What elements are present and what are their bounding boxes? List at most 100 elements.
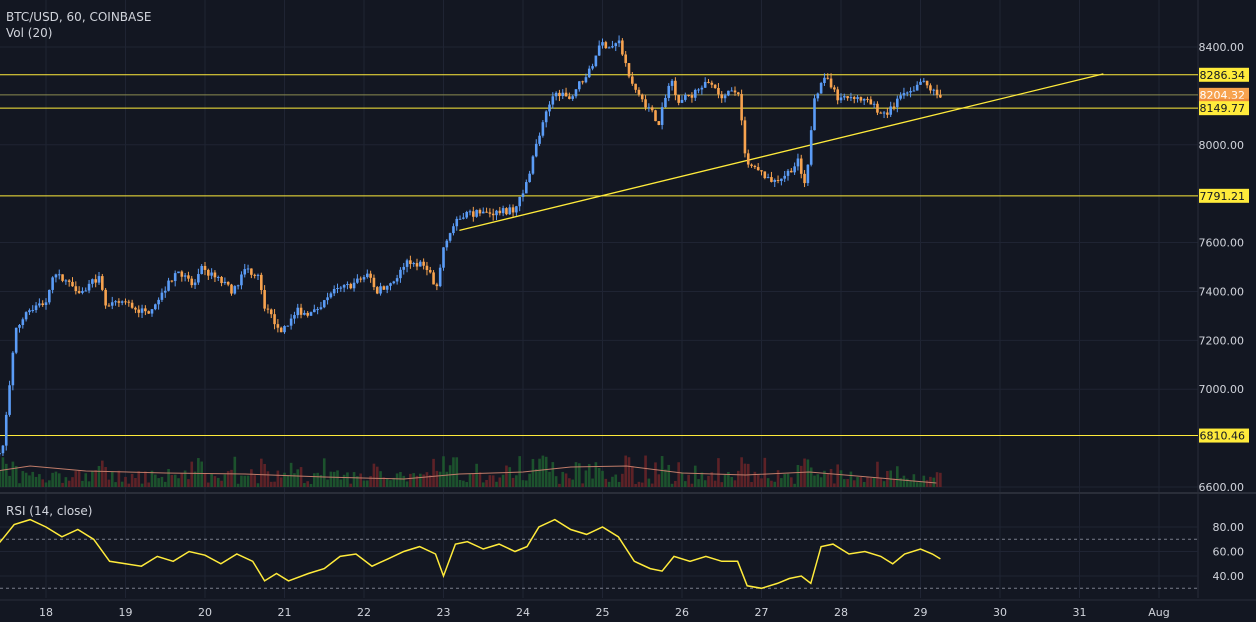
candle-body <box>81 290 84 293</box>
candle-body <box>544 111 548 123</box>
volume-bar <box>839 470 843 487</box>
candle-body <box>24 312 28 320</box>
candle-body <box>293 315 296 319</box>
candle-body <box>491 213 495 216</box>
candle-body <box>458 218 462 220</box>
volume-bar <box>283 472 286 487</box>
candle-body <box>899 95 902 99</box>
volume-bar <box>81 480 84 487</box>
volume-bar <box>180 473 184 487</box>
volume-bar <box>419 473 422 487</box>
volume-bar <box>170 474 174 487</box>
x-tick-label: 28 <box>834 606 848 619</box>
rsi-pane <box>0 518 1198 590</box>
volume-bar <box>680 472 684 487</box>
volume-bar <box>544 456 548 487</box>
candle-body <box>180 271 184 277</box>
volume-bar <box>216 477 220 487</box>
volume-bar <box>488 475 492 487</box>
candle-body <box>289 318 293 326</box>
volume-indicator-label[interactable]: Vol (20) <box>6 26 53 40</box>
candle-body <box>604 42 608 49</box>
volume-bar <box>389 480 392 487</box>
volume-bar <box>445 471 449 487</box>
candle-body <box>87 283 91 291</box>
volume-bar <box>346 472 349 487</box>
candle-body <box>183 275 187 277</box>
candle-body <box>41 303 44 306</box>
candle-body <box>892 106 896 108</box>
symbol-title[interactable]: BTC/USD, 60, COINBASE <box>6 10 152 24</box>
volume-bar <box>74 471 78 487</box>
candle-body <box>846 96 849 99</box>
volume-bar <box>163 481 167 487</box>
candle-body <box>597 45 601 56</box>
candle-body <box>283 326 286 333</box>
candle-body <box>207 269 210 276</box>
candle-body <box>11 352 15 386</box>
candle-body <box>723 95 727 99</box>
volume-bar <box>438 471 442 487</box>
candle-body <box>256 274 260 276</box>
candle-body <box>843 96 846 98</box>
candle-body <box>823 77 826 83</box>
volume-bar <box>558 483 561 487</box>
candle-body <box>38 303 41 306</box>
candle-body <box>352 282 356 289</box>
price-label-box <box>1199 67 1249 82</box>
volume-bar <box>462 480 465 487</box>
volume-bar <box>693 465 697 487</box>
candle-body <box>551 96 555 105</box>
volume-bar <box>852 480 856 487</box>
candle-body <box>740 94 743 121</box>
candle-body <box>230 284 233 294</box>
volume-bar <box>531 458 535 487</box>
candle-body <box>137 309 141 313</box>
x-tick-label: Aug <box>1148 606 1169 619</box>
trendline[interactable] <box>459 73 1104 231</box>
volume-bar <box>746 463 750 487</box>
candle-body <box>279 327 283 333</box>
candle-body <box>130 302 134 308</box>
candle-body <box>117 301 121 303</box>
volume-bar <box>846 479 849 487</box>
candle-body <box>581 81 584 83</box>
volume-bar <box>481 482 485 487</box>
volume-bar <box>561 471 565 487</box>
candle-body <box>508 207 512 215</box>
candle-body <box>809 130 813 165</box>
candle-body <box>687 95 690 97</box>
volume-bar <box>501 474 505 487</box>
candle-body <box>717 88 720 95</box>
candle-body <box>14 327 18 353</box>
volume-bar <box>707 475 710 487</box>
candle-body <box>452 226 455 234</box>
candle-body <box>260 274 263 291</box>
candle-body <box>640 94 644 100</box>
volume-bar <box>515 475 518 487</box>
volume-bar <box>94 470 97 487</box>
candle-body <box>727 90 730 96</box>
candle-body <box>790 170 793 173</box>
volume-bar <box>806 459 810 487</box>
volume-bar <box>760 478 763 487</box>
x-tick-label: 29 <box>914 606 928 619</box>
volume-bar <box>366 480 369 487</box>
candle-body <box>448 233 452 241</box>
candle-body <box>664 97 667 108</box>
rsi-indicator-label[interactable]: RSI (14, close) <box>6 504 93 518</box>
candle-body <box>4 414 8 446</box>
candle-body <box>515 206 518 213</box>
candle-body <box>329 293 333 298</box>
rsi-tick-label: 60.00 <box>1213 546 1245 559</box>
volume-bar <box>230 469 233 487</box>
volume-bar <box>28 475 31 487</box>
time-axis[interactable]: 18 19 20 21 22 23 24 25 26 27 28 29 30 31 Aug <box>39 606 1170 619</box>
volume-bar <box>624 455 627 487</box>
volume-bar <box>415 475 419 487</box>
volume-bar <box>935 472 939 487</box>
price-axis[interactable]: 6600.00 7000.00 7200.00 7400.00 7600.00 8000.… <box>1199 0 1256 583</box>
candle-body <box>246 268 250 270</box>
volume-bar <box>799 465 803 487</box>
